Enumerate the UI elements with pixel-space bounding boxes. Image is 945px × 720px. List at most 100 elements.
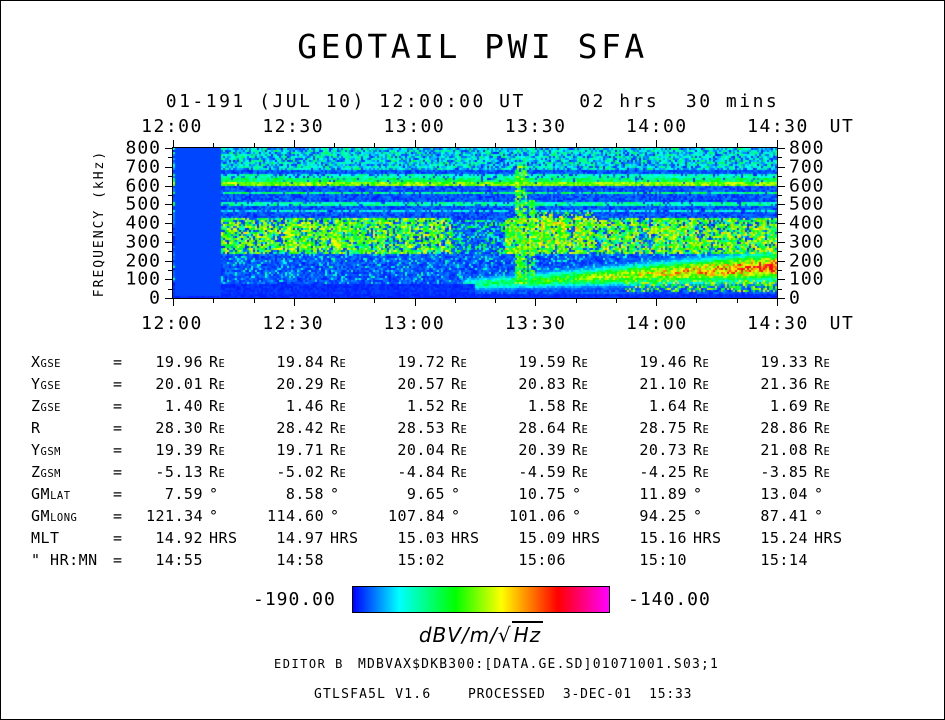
y-tick-mark <box>778 279 785 281</box>
ephemeris-value: 20.29 RE <box>276 375 347 393</box>
ephemeris-value: -5.13 RE <box>155 463 226 481</box>
ephemeris-value: 14.97 HRS <box>276 529 359 547</box>
ephemeris-row-label: ZGSM <box>31 463 61 481</box>
ephemeris-row: MLT = 14.92 HRS 14.97 HRS 15.03 HRS 15.09 HRS 15.1… <box>31 527 872 549</box>
footer-line-2: GTLSFA5L V1.6 PROCESSED 3-DEC-01 15:33 <box>1 687 944 703</box>
time-tick-label: 13:30 <box>504 313 567 334</box>
equals-sign: = <box>113 397 123 415</box>
spectrogram-plot <box>165 140 785 306</box>
ephemeris-value: 10.75 ° <box>518 485 582 503</box>
y-tick-mark <box>168 176 172 178</box>
x-tick-mark <box>615 299 617 303</box>
freq-tick-label: 700 <box>789 156 825 178</box>
x-tick-mark <box>736 299 738 303</box>
x-tick-mark <box>736 143 738 147</box>
freq-tick-label: 200 <box>125 250 161 271</box>
time-tick-label: 12:00 <box>141 313 203 334</box>
time-axis-unit: UT <box>829 313 855 334</box>
equals-sign: = <box>113 375 123 393</box>
y-tick-mark <box>778 223 785 224</box>
ephemeris-value: 19.33 RE <box>760 353 831 371</box>
ephemeris-value: 121.34 ° <box>146 507 219 525</box>
y-tick-mark <box>778 213 782 215</box>
ephemeris-value: 15:14 <box>760 551 808 569</box>
ephemeris-value: 1.52 RE <box>406 397 468 415</box>
time-tick-label: 14:00 <box>625 116 688 137</box>
ephemeris-value: 28.30 RE <box>155 419 226 437</box>
ephemeris-value: 19.84 RE <box>276 353 347 371</box>
y-tick-mark <box>778 148 785 149</box>
y-tick-mark <box>165 260 172 262</box>
time-tick-label: 13:30 <box>504 116 567 137</box>
y-tick-mark <box>168 232 172 234</box>
ephemeris-value: 19.59 RE <box>518 353 589 371</box>
ephemeris-value: 20.73 RE <box>639 441 710 459</box>
equals-sign: = <box>113 529 123 547</box>
freq-tick-label: 600 <box>789 175 825 196</box>
ephemeris-value: 19.72 RE <box>397 353 468 371</box>
x-tick-mark <box>173 299 174 306</box>
y-tick-mark <box>165 298 172 299</box>
x-tick-mark <box>535 299 537 306</box>
units-radicand: Hz <box>511 621 544 647</box>
y-tick-mark <box>168 269 172 271</box>
freq-tick-label: 500 <box>125 193 161 215</box>
ephemeris-value: 21.10 RE <box>639 375 710 393</box>
ephemeris-value: 28.64 RE <box>518 419 589 437</box>
x-tick-mark <box>615 143 617 147</box>
x-tick-mark <box>293 299 295 306</box>
ephemeris-row: " HR:MN = 14:55 14:58 15:02 15:06 15:10 15:14 <box>31 549 872 571</box>
y-tick-mark <box>778 204 785 206</box>
ephemeris-value: 101.06 ° <box>509 507 582 525</box>
ephemeris-value: 14:55 <box>155 551 203 569</box>
ephemeris-value: 15.09 HRS <box>518 529 601 547</box>
freq-tick-labels-left: 800 700 600 500 400 300 200 100 0 <box>93 138 161 309</box>
freq-tick-label: 500 <box>789 193 825 215</box>
ephemeris-row-label: YGSM <box>31 441 61 459</box>
ephemeris-value: 1.64 RE <box>648 397 710 415</box>
y-tick-mark <box>165 185 172 187</box>
y-tick-mark <box>778 298 785 299</box>
x-tick-mark <box>374 299 376 303</box>
x-tick-mark <box>696 143 698 147</box>
colorbar-gradient <box>352 586 610 613</box>
x-tick-mark <box>253 143 255 147</box>
colorbar-min-label: -190.00 <box>253 589 336 610</box>
x-tick-mark <box>253 299 255 303</box>
time-tick-label: 13:00 <box>383 313 446 334</box>
x-tick-mark <box>454 143 456 147</box>
ephemeris-value: 28.42 RE <box>276 419 347 437</box>
y-tick-mark <box>778 269 782 271</box>
ephemeris-value: 19.39 RE <box>155 441 226 459</box>
ephemeris-value: 1.69 RE <box>769 397 831 415</box>
ephemeris-value: 15.16 HRS <box>639 529 722 547</box>
equals-sign: = <box>113 419 123 437</box>
ephemeris-row: YGSE = 20.01 RE 20.29 RE 20.57 RE 20.83 RE 21.10 RE… <box>31 373 872 395</box>
freq-tick-label: 200 <box>789 250 825 271</box>
y-tick-mark <box>165 241 172 243</box>
time-tick-label: 12:00 <box>141 116 203 137</box>
ephemeris-value: 15:10 <box>639 551 687 569</box>
y-tick-mark <box>168 213 172 215</box>
ephemeris-value: 19.96 RE <box>155 353 226 371</box>
ephemeris-value: 9.65 ° <box>406 485 461 503</box>
ephemeris-row-label: ZGSE <box>31 397 61 415</box>
y-tick-mark <box>168 288 172 290</box>
x-tick-mark <box>696 299 698 303</box>
x-tick-mark <box>374 143 376 147</box>
ephemeris-value: 94.25 ° <box>639 507 703 525</box>
time-tick-label: 14:30 <box>747 313 809 334</box>
ephemeris-value: 8.58 ° <box>285 485 340 503</box>
ephemeris-value: 15.24 HRS <box>760 529 843 547</box>
y-tick-mark <box>778 185 785 187</box>
y-tick-mark <box>778 260 785 262</box>
x-tick-mark <box>575 299 577 303</box>
ephemeris-row-label: GMLONG <box>31 507 78 525</box>
freq-tick-labels-right: 800 700 600 500 400 300 200 100 0 <box>789 138 857 309</box>
ephemeris-value: 11.89 ° <box>639 485 703 503</box>
x-tick-mark <box>213 299 215 303</box>
freq-tick-label: 100 <box>125 268 161 290</box>
ephemeris-value: 15.03 HRS <box>397 529 480 547</box>
page-title: GEOTAIL PWI SFA <box>297 27 648 66</box>
